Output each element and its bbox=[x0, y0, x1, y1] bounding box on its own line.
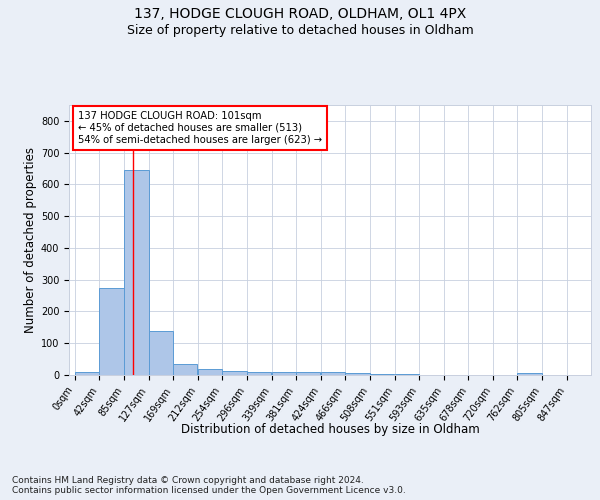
Bar bbox=[198, 368, 222, 375]
Bar bbox=[370, 374, 394, 375]
Text: Distribution of detached houses by size in Oldham: Distribution of detached houses by size … bbox=[181, 422, 479, 436]
Bar bbox=[346, 374, 370, 375]
Text: Contains HM Land Registry data © Crown copyright and database right 2024.
Contai: Contains HM Land Registry data © Crown c… bbox=[12, 476, 406, 495]
Bar bbox=[99, 288, 124, 375]
Bar bbox=[395, 374, 419, 375]
Bar bbox=[124, 170, 149, 375]
Bar bbox=[247, 372, 271, 375]
Bar bbox=[296, 372, 320, 375]
Bar bbox=[321, 372, 346, 375]
Bar bbox=[173, 364, 197, 375]
Bar bbox=[149, 330, 173, 375]
Bar bbox=[272, 372, 296, 375]
Bar bbox=[517, 373, 542, 375]
Text: 137 HODGE CLOUGH ROAD: 101sqm
← 45% of detached houses are smaller (513)
54% of : 137 HODGE CLOUGH ROAD: 101sqm ← 45% of d… bbox=[78, 112, 322, 144]
Y-axis label: Number of detached properties: Number of detached properties bbox=[23, 147, 37, 333]
Bar bbox=[75, 372, 99, 375]
Bar bbox=[222, 371, 247, 375]
Text: 137, HODGE CLOUGH ROAD, OLDHAM, OL1 4PX: 137, HODGE CLOUGH ROAD, OLDHAM, OL1 4PX bbox=[134, 8, 466, 22]
Text: Size of property relative to detached houses in Oldham: Size of property relative to detached ho… bbox=[127, 24, 473, 37]
